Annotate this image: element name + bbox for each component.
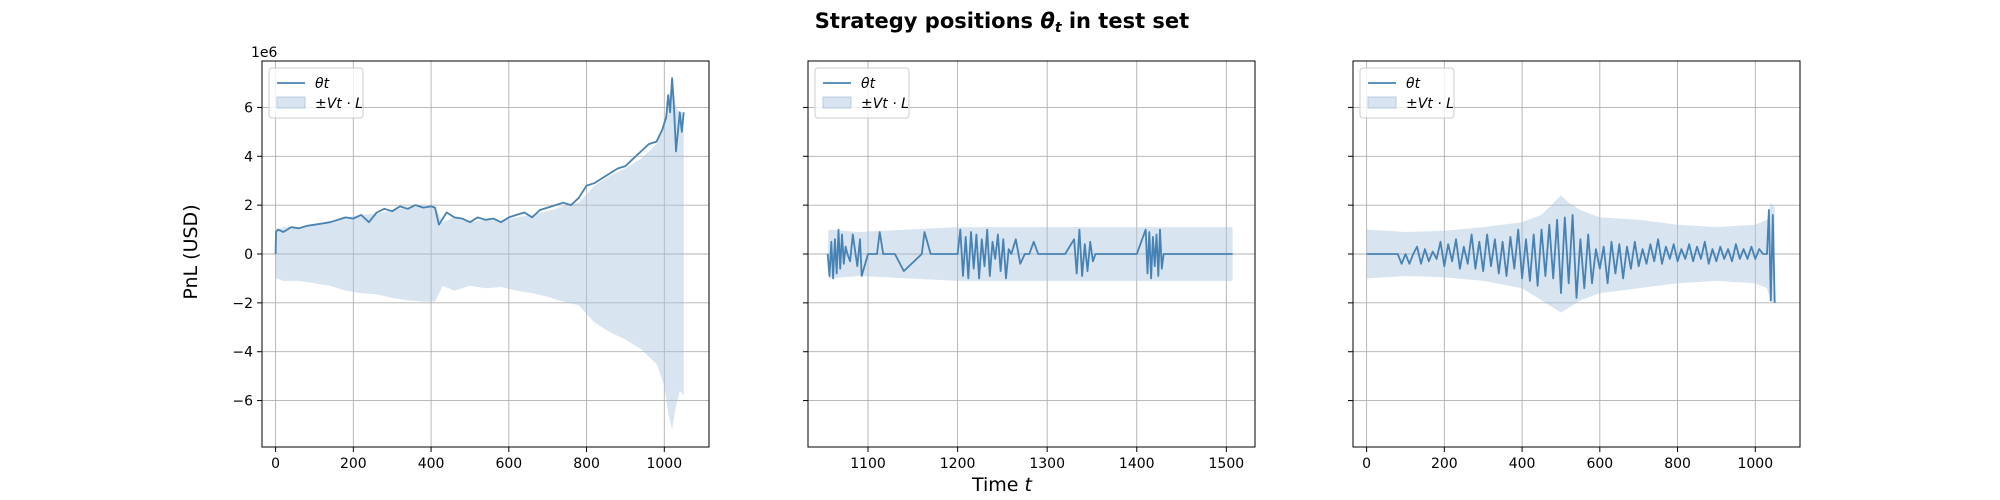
chart-title: Strategy positions θt in test set <box>815 9 1189 36</box>
legend: θt ±Vt · L <box>1359 67 1455 119</box>
y-tick-label: −6 <box>232 394 253 410</box>
panel-2: 1100 1200 1300 1400 1500 θt ±Vt · L <box>803 60 1256 472</box>
y-tick-label: 4 <box>244 149 253 165</box>
x-tick-label: 1500 <box>1209 456 1245 472</box>
legend-band-swatch <box>1367 96 1397 109</box>
legend-label-band: ±Vt · L <box>315 96 363 112</box>
legend-band-swatch <box>822 96 852 109</box>
x-tick-label: 200 <box>1431 456 1458 472</box>
x-tick-label: 0 <box>271 456 280 472</box>
y-tick-label: 2 <box>244 198 253 214</box>
y-offset-label: 1e6 <box>251 45 278 61</box>
legend-box <box>268 67 364 119</box>
x-tick-label: 400 <box>418 456 445 472</box>
x-tick-label: 200 <box>340 456 367 472</box>
x-tick-label: 1000 <box>1737 456 1773 472</box>
x-axis-label: Time t <box>971 474 1034 496</box>
y-tick-label: −4 <box>232 345 253 361</box>
x-tick-label: 1200 <box>940 456 976 472</box>
x-tick-label: 1100 <box>850 456 886 472</box>
x-tick-label: 800 <box>573 456 600 472</box>
x-tick-label: 600 <box>1586 456 1613 472</box>
x-tick-label: 0 <box>1362 456 1371 472</box>
x-tick-label: 600 <box>495 456 522 472</box>
legend-label-theta: θt <box>861 76 876 92</box>
legend-label-band: ±Vt · L <box>1406 96 1454 112</box>
legend-label-theta: θt <box>315 76 330 92</box>
legend-label-theta: θt <box>1406 76 1421 92</box>
legend-band-swatch <box>276 96 306 109</box>
line-series-1 <box>826 228 1233 280</box>
x-tick-label: 1300 <box>1029 456 1065 472</box>
y-axis-label: PnL (USD) <box>180 204 202 299</box>
panel-3: 0 200 400 600 800 1000 θt ±Vt · L <box>1348 60 1801 472</box>
legend-label-band: ±Vt · L <box>861 96 909 112</box>
y-tick-label: −2 <box>232 296 253 312</box>
band-series-2 <box>275 78 684 430</box>
line-series-1 <box>274 77 685 255</box>
y-tick-label: 6 <box>244 100 253 116</box>
legend: θt ±Vt · L <box>814 67 910 119</box>
x-tick-label: 400 <box>1509 456 1536 472</box>
x-tick-label: 800 <box>1664 456 1691 472</box>
x-tick-label: 1400 <box>1119 456 1155 472</box>
panel-1: 0 200 400 600 800 1000 −6 −4 −2 0 2 4 6 θt ±Vt · L <box>232 60 710 472</box>
line-series-1 <box>1366 209 1776 303</box>
y-tick-label: 0 <box>244 247 253 263</box>
legend-box <box>1359 67 1455 119</box>
legend-box <box>814 67 910 119</box>
x-tick-label: 1000 <box>646 456 682 472</box>
legend: θt ±Vt · L <box>268 67 364 119</box>
